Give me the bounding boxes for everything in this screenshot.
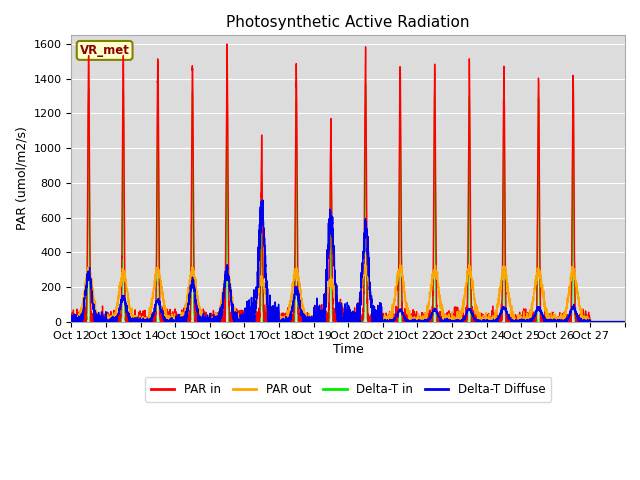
PAR out	[541, 312, 549, 318]
Delta-T in	[621, 319, 629, 324]
PAR out	[621, 319, 629, 324]
Delta-T Diffuse	[68, 319, 76, 324]
Delta-T Diffuse	[369, 306, 377, 312]
Delta-T Diffuse	[542, 319, 550, 324]
Delta-T in	[527, 319, 535, 324]
Line: PAR out: PAR out	[72, 264, 625, 322]
Delta-T in	[68, 319, 76, 324]
PAR in	[399, 312, 406, 317]
Delta-T Diffuse	[500, 304, 508, 310]
Y-axis label: PAR (umol/m2/s): PAR (umol/m2/s)	[15, 127, 28, 230]
Delta-T Diffuse	[399, 310, 406, 316]
PAR in	[541, 319, 549, 324]
PAR out	[465, 262, 473, 267]
Delta-T in	[182, 319, 190, 324]
PAR in	[621, 319, 629, 324]
PAR out	[500, 270, 508, 276]
Delta-T Diffuse	[68, 312, 76, 318]
Delta-T in	[369, 319, 376, 324]
PAR out	[182, 306, 190, 312]
Text: VR_met: VR_met	[80, 44, 129, 57]
PAR in	[369, 310, 376, 316]
Delta-T in	[223, 77, 231, 83]
PAR in	[500, 82, 508, 88]
PAR in	[182, 319, 190, 324]
Delta-T in	[399, 319, 406, 324]
Delta-T Diffuse	[527, 318, 535, 324]
PAR in	[68, 319, 76, 324]
PAR in	[223, 41, 231, 47]
Legend: PAR in, PAR out, Delta-T in, Delta-T Diffuse: PAR in, PAR out, Delta-T in, Delta-T Dif…	[145, 377, 552, 402]
X-axis label: Time: Time	[333, 343, 364, 356]
Line: Delta-T Diffuse: Delta-T Diffuse	[72, 200, 625, 322]
Line: PAR in: PAR in	[72, 44, 625, 322]
PAR out	[68, 319, 76, 324]
Delta-T Diffuse	[182, 316, 190, 322]
PAR out	[369, 305, 376, 311]
Delta-T in	[500, 107, 508, 112]
Delta-T Diffuse	[259, 197, 266, 203]
PAR out	[399, 272, 406, 277]
PAR in	[527, 319, 535, 324]
PAR out	[527, 307, 535, 312]
Delta-T in	[541, 312, 549, 318]
Delta-T Diffuse	[621, 319, 629, 324]
Title: Photosynthetic Active Radiation: Photosynthetic Active Radiation	[227, 15, 470, 30]
Line: Delta-T in: Delta-T in	[72, 80, 625, 322]
